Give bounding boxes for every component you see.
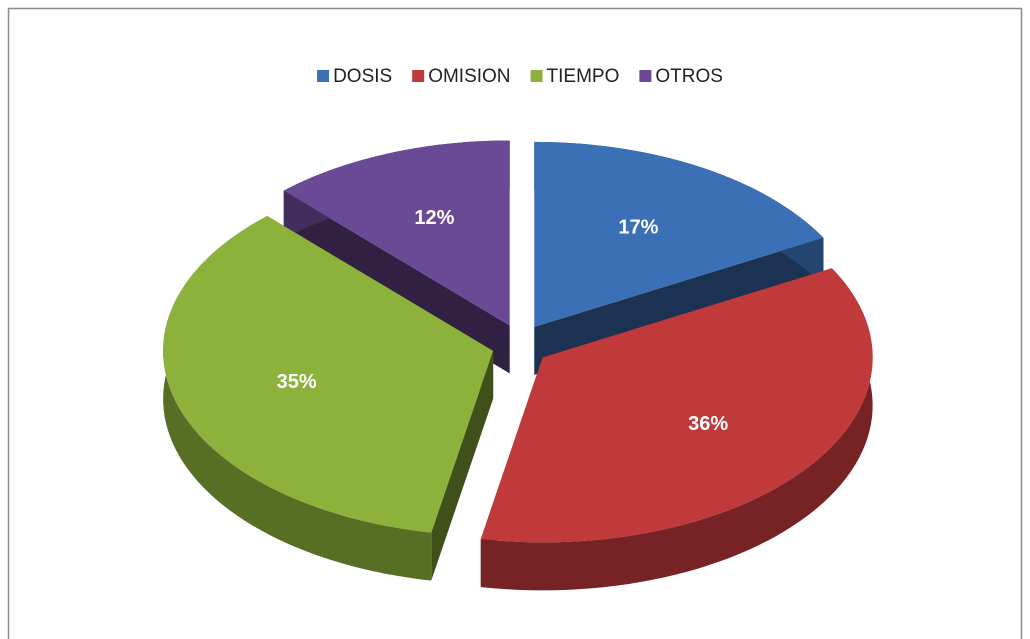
data-label: 12% xyxy=(414,207,454,229)
data-labels: 17% 36% 35% 12% xyxy=(277,207,729,435)
legend-item: TIEMPO xyxy=(530,66,620,87)
legend-label: TIEMPO xyxy=(547,66,620,87)
data-label: 36% xyxy=(688,413,728,435)
legend-item: OMISION xyxy=(412,66,511,87)
data-label: 17% xyxy=(618,216,658,238)
slice-side xyxy=(431,350,494,581)
pie-slice xyxy=(283,140,510,326)
legend-swatch xyxy=(412,70,425,82)
pie xyxy=(163,140,873,591)
slice-side xyxy=(163,215,432,581)
legend-label: DOSIS xyxy=(333,66,392,87)
legend-label: OMISION xyxy=(428,66,510,87)
legend-swatch xyxy=(317,70,330,82)
legend-label: OTROS xyxy=(655,66,723,87)
legend: DOSIS OMISION TIEMPO OTROS xyxy=(317,66,723,87)
data-label: 35% xyxy=(277,371,317,393)
legend-swatch xyxy=(639,70,652,82)
pie-slice xyxy=(163,215,494,533)
legend-item: DOSIS xyxy=(317,66,392,87)
slice-side xyxy=(480,268,873,591)
legend-item: OTROS xyxy=(639,66,723,87)
pie-slice xyxy=(480,268,873,543)
legend-swatch xyxy=(530,70,543,82)
pie-slice xyxy=(534,141,824,327)
